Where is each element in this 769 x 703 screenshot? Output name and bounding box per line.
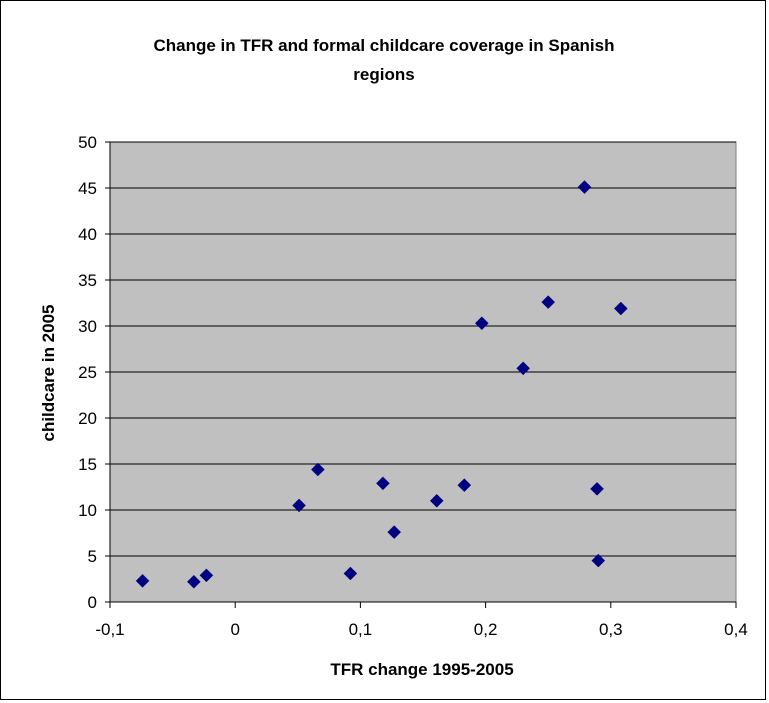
chart-title-line-2: regions — [353, 65, 414, 84]
axes — [105, 141, 737, 608]
data-point — [613, 301, 628, 316]
gridlines — [110, 141, 736, 557]
data-point — [474, 316, 489, 331]
x-axis-title: TFR change 1995-2005 — [330, 660, 513, 679]
y-axis-title: childcare in 2005 — [39, 304, 58, 441]
data-point — [310, 462, 325, 477]
data-point — [199, 568, 214, 583]
data-point — [387, 525, 402, 539]
y-tick-label: 30 — [78, 317, 97, 336]
y-tick-label: 10 — [78, 501, 97, 520]
data-point — [516, 361, 531, 376]
data-point — [577, 180, 592, 194]
data-point — [343, 566, 358, 581]
x-tick-label: 0,4 — [724, 620, 748, 639]
data-point — [292, 498, 306, 513]
x-tick-label: 0,3 — [599, 620, 623, 639]
y-tick-label: 40 — [78, 225, 97, 244]
y-tick-label: 15 — [78, 455, 97, 474]
data-point — [541, 295, 556, 309]
data-point — [376, 476, 390, 491]
x-tick-labels: -0,1 0 0,1 0,2 0,3 0,4 — [95, 620, 747, 639]
data-point — [590, 481, 604, 496]
y-tick-label: 25 — [78, 363, 97, 382]
data-point — [429, 493, 444, 508]
data-point — [457, 478, 472, 493]
data-points — [135, 180, 628, 589]
x-tick-label: 0 — [230, 620, 239, 639]
y-tick-label: 35 — [78, 271, 97, 290]
y-tick-label: 5 — [88, 547, 97, 566]
y-tick-label: 20 — [78, 409, 97, 428]
x-tick-label: 0,1 — [349, 620, 373, 639]
y-tick-label: 50 — [78, 133, 97, 152]
y-tick-label: 45 — [78, 179, 97, 198]
chart-title-line-1: Change in TFR and formal childcare cover… — [154, 36, 615, 55]
data-point — [187, 574, 201, 589]
data-point — [591, 553, 606, 568]
x-tick-label: -0,1 — [95, 620, 124, 639]
data-point — [135, 573, 150, 588]
y-tick-label: 0 — [88, 593, 97, 612]
y-tick-labels: 0 5 10 15 20 25 30 35 40 45 50 — [78, 133, 97, 612]
x-tick-label: 0,2 — [474, 620, 498, 639]
